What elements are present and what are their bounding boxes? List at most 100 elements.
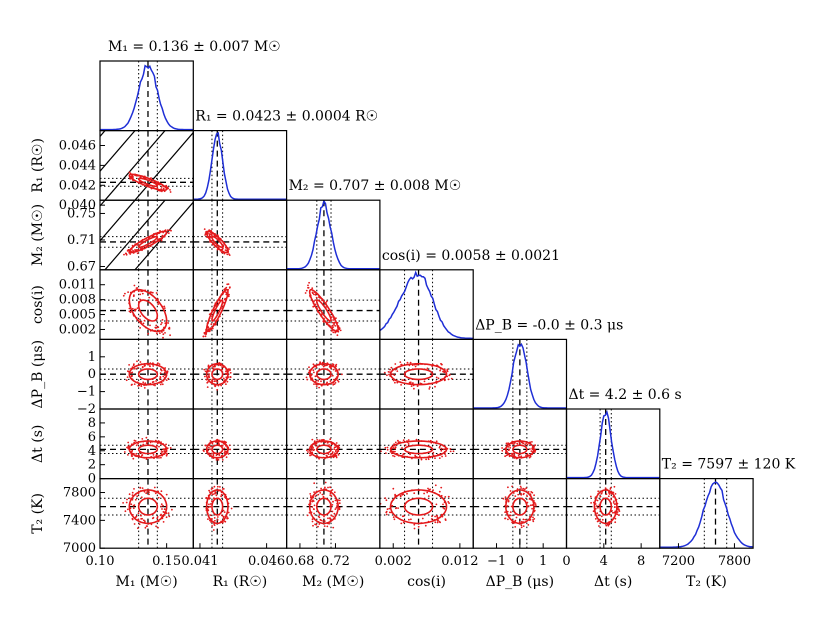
sample-point [400,523,402,525]
sample-point [447,501,449,503]
sample-point [135,453,137,455]
sample-point [322,494,324,496]
panel-frame [287,479,380,549]
sample-point [318,387,320,389]
panel-cosi-cosi [380,270,473,340]
sample-point [310,503,312,505]
sample-point [220,495,222,497]
sample-point [415,456,417,458]
sample-point [157,241,159,243]
sample-point [223,441,225,443]
sample-point [610,498,612,500]
sample-point [444,379,446,381]
sample-point [503,498,505,500]
sample-point [161,188,163,190]
sample-point [222,244,224,246]
sample-point [323,496,325,498]
sample-point [510,490,512,492]
sample-point [145,384,147,386]
sample-point [309,500,311,502]
sample-point [395,369,397,371]
sample-point [132,291,134,293]
sample-point [325,489,327,491]
sample-point [160,384,162,386]
sample-point [219,297,221,299]
sample-point [529,455,531,457]
sample-point [129,303,131,305]
sample-point [211,364,213,366]
sample-point [210,446,212,448]
sample-point [133,488,135,490]
sample-point [327,442,329,444]
sample-point [601,516,603,518]
sample-point [596,497,598,499]
sample-point [397,453,399,455]
sample-point [206,509,208,511]
sample-point [398,455,400,457]
sample-point [512,443,514,445]
sample-point [209,317,211,319]
sample-point [229,254,231,256]
corner-plot-svg: M₁ = 0.136 ± 0.007 M☉R₁ = 0.0423 ± 0.000… [0,0,830,623]
sample-point [394,448,396,450]
sample-point [316,491,318,493]
sample-point [222,293,224,295]
sample-point [139,294,141,296]
sample-point [333,369,335,371]
panel-dPB-M2 [287,339,380,409]
sample-point [318,523,320,525]
sample-point [411,489,413,491]
sample-point [514,442,516,444]
sample-point [134,174,136,176]
sample-point [162,376,164,378]
sample-point [127,249,129,251]
ytick-label-M2: 0.67 [67,259,96,274]
sample-point [161,370,163,372]
sample-point [614,506,616,508]
sample-point [597,507,599,509]
sample-point [389,512,391,514]
sample-point [324,520,326,522]
sample-point [423,493,425,495]
sample-point [316,385,318,387]
sample-point [329,517,331,519]
sample-point [533,500,535,502]
sample-point [164,190,166,192]
sample-point [451,378,453,380]
sample-point [146,442,148,444]
sample-point [126,502,128,504]
panel-dt-M2 [287,409,380,479]
sample-point [396,370,398,372]
sample-point [213,455,215,457]
sample-point [320,380,322,382]
sample-point [317,364,319,366]
sample-point [431,365,433,367]
sample-point [158,497,160,499]
sample-point [335,364,337,366]
sample-point [211,518,213,520]
sample-point [433,519,435,521]
sample-point [428,495,430,497]
sample-point [515,522,517,524]
sample-point [167,378,169,380]
sample-point [531,441,533,443]
sample-point [447,371,449,373]
sample-point [331,314,333,316]
sample-point [525,456,527,458]
sample-point [528,491,530,493]
sample-point [329,325,331,327]
sample-point [214,520,216,522]
sample-point [213,529,215,531]
sample-point [156,292,158,294]
sample-point [532,451,534,453]
sample-point [157,303,159,305]
sample-point [311,377,313,379]
sample-point [323,383,325,385]
sample-point [204,332,206,334]
panel-dt-dt [567,409,660,479]
sample-point [506,451,508,453]
sample-point [428,383,430,385]
sample-point [334,325,336,327]
sample-point [134,249,136,251]
sample-point [157,527,159,529]
